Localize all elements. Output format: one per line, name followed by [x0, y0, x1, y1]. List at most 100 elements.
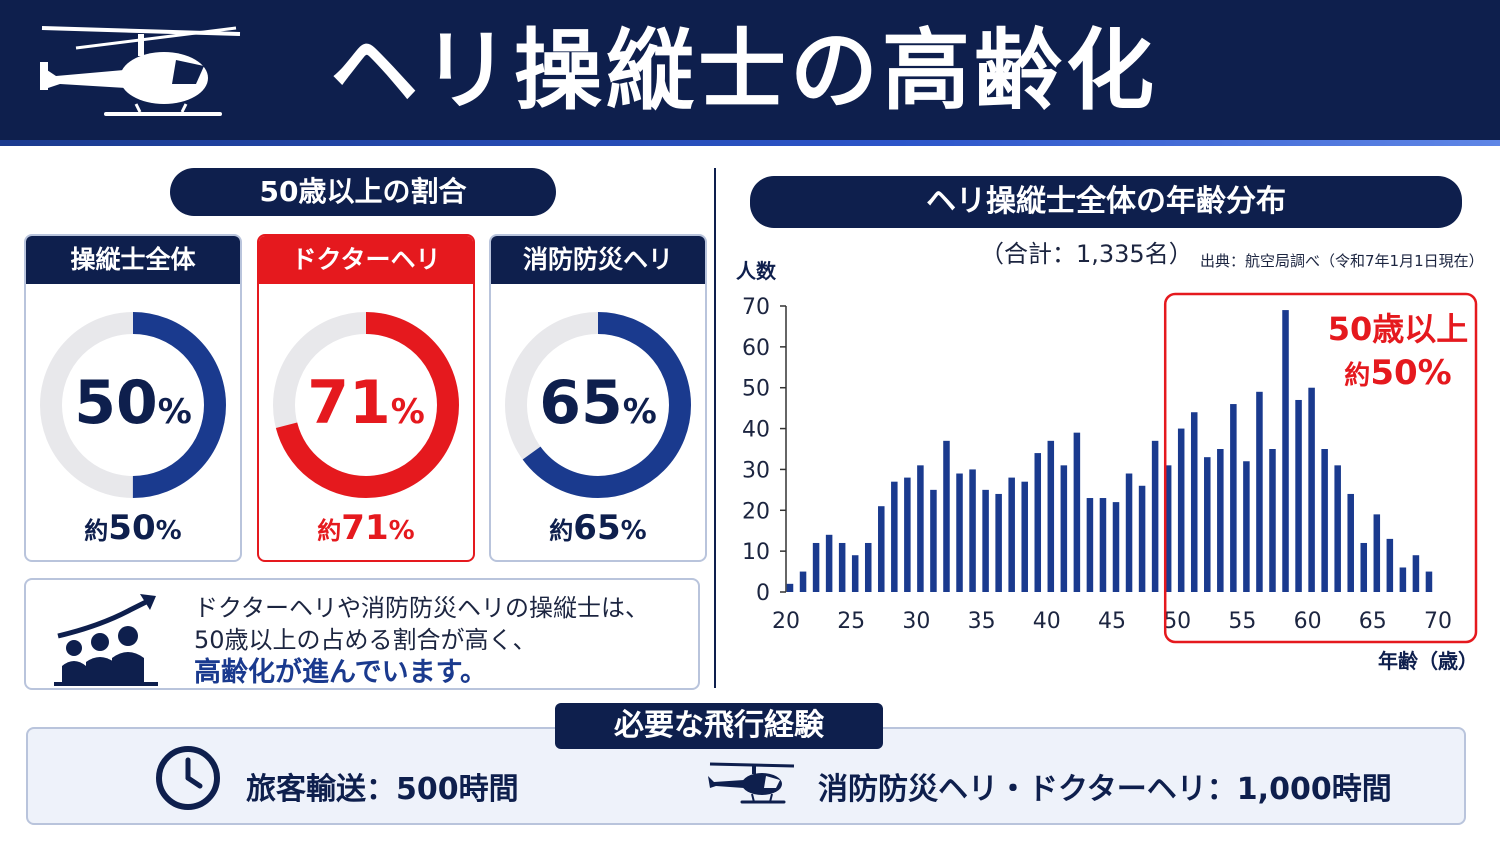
- y-tick-label: 40: [742, 418, 770, 443]
- bar: [1125, 473, 1133, 592]
- y-tick-label: 50: [742, 377, 770, 402]
- bar: [1256, 391, 1263, 592]
- bar: [1086, 498, 1094, 592]
- bar: [851, 555, 859, 592]
- bar: [982, 489, 989, 592]
- y-axis-label: 人数: [736, 259, 777, 283]
- bar: [1308, 387, 1315, 592]
- bar: [930, 489, 937, 592]
- aging-note-box: ドクターヘリや消防防災ヘリの操縦士は、 50歳以上の占める割合が高く、 高齢化が…: [24, 578, 700, 690]
- bar: [1373, 514, 1381, 592]
- note-line-3: 高齢化が進んでいます。: [194, 657, 487, 688]
- data-source: 出典：航空局調べ（令和7年1月1日現在）: [1200, 252, 1484, 270]
- donut-chart: [40, 312, 226, 498]
- bar: [786, 583, 794, 592]
- bar: [864, 542, 872, 592]
- card-all-pilots: 操縦士全体 50% 約50%: [24, 234, 242, 562]
- approx-value: 約65%: [549, 508, 647, 548]
- total-count: （合計：1,335名）: [980, 240, 1193, 268]
- highlight-label-2: 約50%: [1344, 353, 1451, 393]
- bar: [1073, 432, 1081, 592]
- percentage-value: 50%: [74, 368, 192, 438]
- bar: [799, 571, 807, 592]
- donut-arc: [40, 312, 226, 498]
- x-tick-label: 55: [1228, 609, 1256, 634]
- bar: [1034, 453, 1042, 592]
- bar: [838, 542, 846, 592]
- bar: [1347, 493, 1354, 592]
- card-label: 操縦士全体: [26, 236, 240, 284]
- bar: [1112, 502, 1120, 592]
- y-tick-label: 70: [742, 295, 770, 320]
- distribution-section-title: ヘリ操縦士全体の年齢分布: [750, 176, 1462, 228]
- bar: [1282, 310, 1289, 592]
- card-label: ドクターヘリ: [259, 236, 473, 284]
- card-doctor-heli: ドクターヘリ 71% 約71%: [257, 234, 475, 562]
- header-stripe: [0, 140, 1500, 146]
- bar: [1386, 538, 1394, 592]
- age-distribution-chart: 人数 0 10 20 30 40 50 60 70 20 25 30 35 40 45 50 55 60 65 70 5…: [736, 259, 1478, 673]
- bar: [1047, 440, 1055, 592]
- x-tick-label: 25: [837, 609, 865, 634]
- donut-arc: [505, 312, 691, 498]
- bar: [969, 469, 976, 592]
- y-tick-label: 30: [742, 458, 770, 483]
- bar: [1321, 449, 1328, 592]
- bar: [1425, 571, 1433, 592]
- bar: [1243, 461, 1250, 592]
- ratio-section-title: 50歳以上の割合: [170, 168, 556, 216]
- bar: [1021, 481, 1028, 592]
- flight-experience-title: 必要な飛行経験: [555, 703, 883, 749]
- bar: [1360, 542, 1368, 592]
- x-tick-label: 50: [1163, 609, 1191, 634]
- bar: [1204, 457, 1211, 592]
- y-tick-label: 0: [756, 581, 770, 606]
- header-banner: [0, 0, 1500, 140]
- approx-value: 約50%: [84, 508, 182, 548]
- bar: [1230, 404, 1237, 592]
- y-tick-label: 10: [742, 540, 770, 565]
- approx-value: 約71%: [317, 508, 415, 548]
- bar: [825, 534, 833, 592]
- bar: [1164, 465, 1172, 592]
- bar: [1138, 485, 1146, 592]
- donut-arc: [273, 312, 459, 498]
- x-tick-label: 70: [1424, 609, 1452, 634]
- bar: [1151, 440, 1159, 592]
- clock-icon: [156, 746, 220, 810]
- section-divider: [714, 168, 716, 688]
- percentage-value: 71%: [307, 368, 425, 438]
- donut-chart: [505, 312, 691, 498]
- bar: [1295, 399, 1302, 592]
- page-title: ヘリ操縦士の高齢化: [330, 19, 1159, 122]
- y-tick-label: 20: [742, 499, 770, 524]
- bar: [1269, 449, 1276, 592]
- bar: [943, 440, 950, 592]
- bar: [956, 473, 963, 592]
- highlight-label-1: 50歳以上: [1328, 310, 1469, 348]
- people-growth-icon: [54, 594, 158, 686]
- bar: [1412, 555, 1420, 592]
- x-tick-label: 65: [1359, 609, 1387, 634]
- x-tick-label: 40: [1033, 609, 1061, 634]
- bar: [1399, 567, 1407, 592]
- x-tick-label: 30: [902, 609, 930, 634]
- x-axis-label: 年齢（歳）: [1378, 649, 1478, 673]
- card-label: 消防防災ヘリ: [491, 236, 705, 284]
- bar: [812, 542, 820, 592]
- passenger-transport-hours: 旅客輸送：500時間: [246, 772, 519, 807]
- note-line-2: 50歳以上の占める割合が高く、: [194, 626, 537, 654]
- bar: [878, 506, 885, 592]
- x-tick-label: 20: [772, 609, 800, 634]
- bar: [1190, 412, 1198, 592]
- bar: [1334, 465, 1341, 592]
- bar: [891, 481, 898, 592]
- percentage-value: 65%: [539, 368, 657, 438]
- x-tick-label: 35: [968, 609, 996, 634]
- highlight-box: [1163, 292, 1478, 644]
- bar: [1008, 477, 1015, 592]
- bar: [1217, 449, 1224, 592]
- card-fire-disaster-heli: 消防防災ヘリ 65% 約65%: [489, 234, 707, 562]
- helicopter-icon: [708, 762, 795, 804]
- y-tick-label: 60: [742, 336, 770, 361]
